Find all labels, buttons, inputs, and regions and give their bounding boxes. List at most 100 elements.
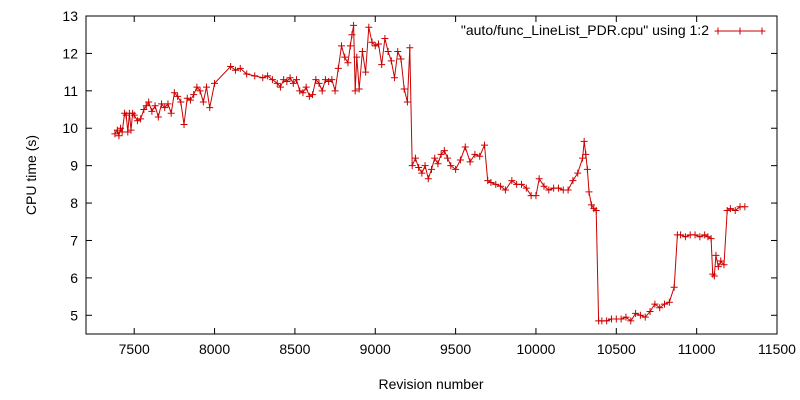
legend-marker <box>714 27 766 35</box>
data-point <box>174 92 182 100</box>
data-point <box>355 85 363 93</box>
plot-frame <box>85 15 778 335</box>
data-point <box>717 257 725 265</box>
data-point <box>180 120 188 128</box>
x-tick-label: 11000 <box>678 341 716 357</box>
data-point <box>286 74 294 82</box>
data-point <box>545 186 553 194</box>
data-point <box>492 180 500 188</box>
data-point <box>312 76 320 84</box>
data-point <box>211 79 219 87</box>
x-tick-label: 10500 <box>597 341 636 357</box>
legend-marker-point <box>714 27 722 35</box>
y-tick-label: 9 <box>70 158 78 174</box>
data-point <box>554 184 562 192</box>
data-point <box>487 178 495 186</box>
x-tick-label: 9000 <box>360 341 391 357</box>
data-point <box>471 150 479 158</box>
data-point <box>391 74 399 82</box>
data-point <box>127 126 135 134</box>
data-point <box>268 76 276 84</box>
data-point <box>365 23 373 31</box>
data-point <box>117 124 125 132</box>
data-point <box>580 137 588 145</box>
x-tick-label: 8000 <box>199 341 230 357</box>
data-point <box>741 203 749 211</box>
data-point <box>259 74 267 82</box>
data-point <box>691 231 699 239</box>
data-point <box>665 298 673 306</box>
data-point <box>641 313 649 321</box>
data-point <box>583 165 591 173</box>
data-point <box>111 130 119 138</box>
data-point <box>231 66 239 74</box>
data-point <box>196 87 204 95</box>
x-tick-label: 11500 <box>758 341 796 357</box>
data-point <box>137 115 145 123</box>
data-point <box>406 44 414 52</box>
data-point <box>434 160 442 168</box>
y-tick-label: 6 <box>70 270 78 286</box>
data-point <box>731 207 739 215</box>
y-tick-label: 7 <box>70 232 78 248</box>
y-tick-label: 8 <box>70 195 78 211</box>
legend-marker-point <box>736 27 744 35</box>
data-point <box>177 98 185 106</box>
data-point <box>151 102 159 110</box>
data-point <box>440 147 448 155</box>
data-point <box>309 91 317 99</box>
series-layer <box>111 21 749 325</box>
data-point <box>154 113 162 121</box>
data-point <box>394 48 402 56</box>
data-point <box>569 177 577 185</box>
data-point <box>344 59 352 67</box>
data-point <box>381 34 389 42</box>
data-point <box>411 154 419 162</box>
data-point <box>318 87 326 95</box>
data-point <box>710 272 718 280</box>
data-point <box>522 184 530 192</box>
data-point <box>264 72 272 80</box>
data-point <box>532 192 540 200</box>
data-point <box>145 98 153 106</box>
data-point <box>203 83 211 91</box>
data-point <box>358 48 366 56</box>
data-point <box>508 177 516 185</box>
data-point <box>481 141 489 149</box>
data-point <box>535 175 543 183</box>
data-point <box>186 96 194 104</box>
data-point <box>587 201 595 209</box>
data-point <box>585 188 593 196</box>
data-point <box>696 233 704 241</box>
data-point <box>661 300 669 308</box>
data-point <box>617 315 625 323</box>
data-point <box>579 154 587 162</box>
data-point <box>236 64 244 72</box>
data-point <box>592 207 600 215</box>
x-tick-label: 9500 <box>440 341 471 357</box>
data-point <box>603 317 611 325</box>
data-point <box>334 64 342 72</box>
data-point <box>289 79 297 87</box>
data-point <box>501 186 509 194</box>
data-point <box>331 87 339 95</box>
data-point <box>466 158 474 166</box>
data-point <box>276 83 284 91</box>
y-tick-label: 5 <box>70 307 78 323</box>
data-point <box>170 89 178 97</box>
x-tick-label: 10000 <box>516 341 555 357</box>
x-tick-label: 7500 <box>119 341 150 357</box>
data-point <box>726 205 734 213</box>
data-point <box>651 300 659 308</box>
data-point <box>378 61 386 69</box>
data-point <box>148 107 156 115</box>
data-point <box>720 261 728 269</box>
data-point <box>302 83 310 91</box>
data-point <box>368 38 376 46</box>
data-point <box>338 42 346 50</box>
data-point <box>400 85 408 93</box>
data-point <box>670 283 678 291</box>
data-point <box>190 91 198 99</box>
